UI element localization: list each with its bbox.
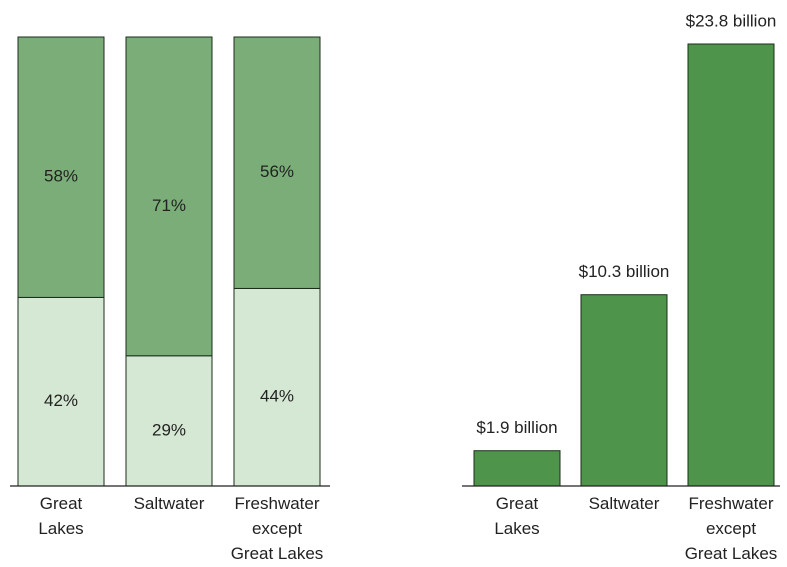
value-label: 58% [44, 167, 78, 186]
category-label: Saltwater [133, 494, 205, 513]
bar-segment [233, 36, 321, 289]
category-label: Saltwater [588, 494, 660, 513]
bar [473, 450, 561, 487]
value-label: $23.8 billion [686, 11, 777, 30]
bar-segment [17, 36, 105, 298]
bar [580, 294, 668, 487]
value-label: $1.9 billion [476, 418, 557, 437]
category-label: Great Lakes [494, 494, 540, 538]
bar [687, 43, 775, 487]
category-label: Great Lakes [38, 494, 84, 538]
bar-segment [125, 36, 213, 357]
category-label: Freshwater except Great Lakes [230, 494, 324, 563]
value-label: $10.3 billion [579, 262, 670, 281]
value-label: 71% [152, 196, 186, 215]
category-label: Freshwater except Great Lakes [684, 494, 778, 563]
value-label: 42% [44, 391, 78, 410]
value-label: 29% [152, 420, 186, 439]
value-label: 44% [260, 387, 294, 406]
value-label: 56% [260, 162, 294, 181]
bar-segment [233, 287, 321, 487]
bar-segment [17, 296, 105, 487]
